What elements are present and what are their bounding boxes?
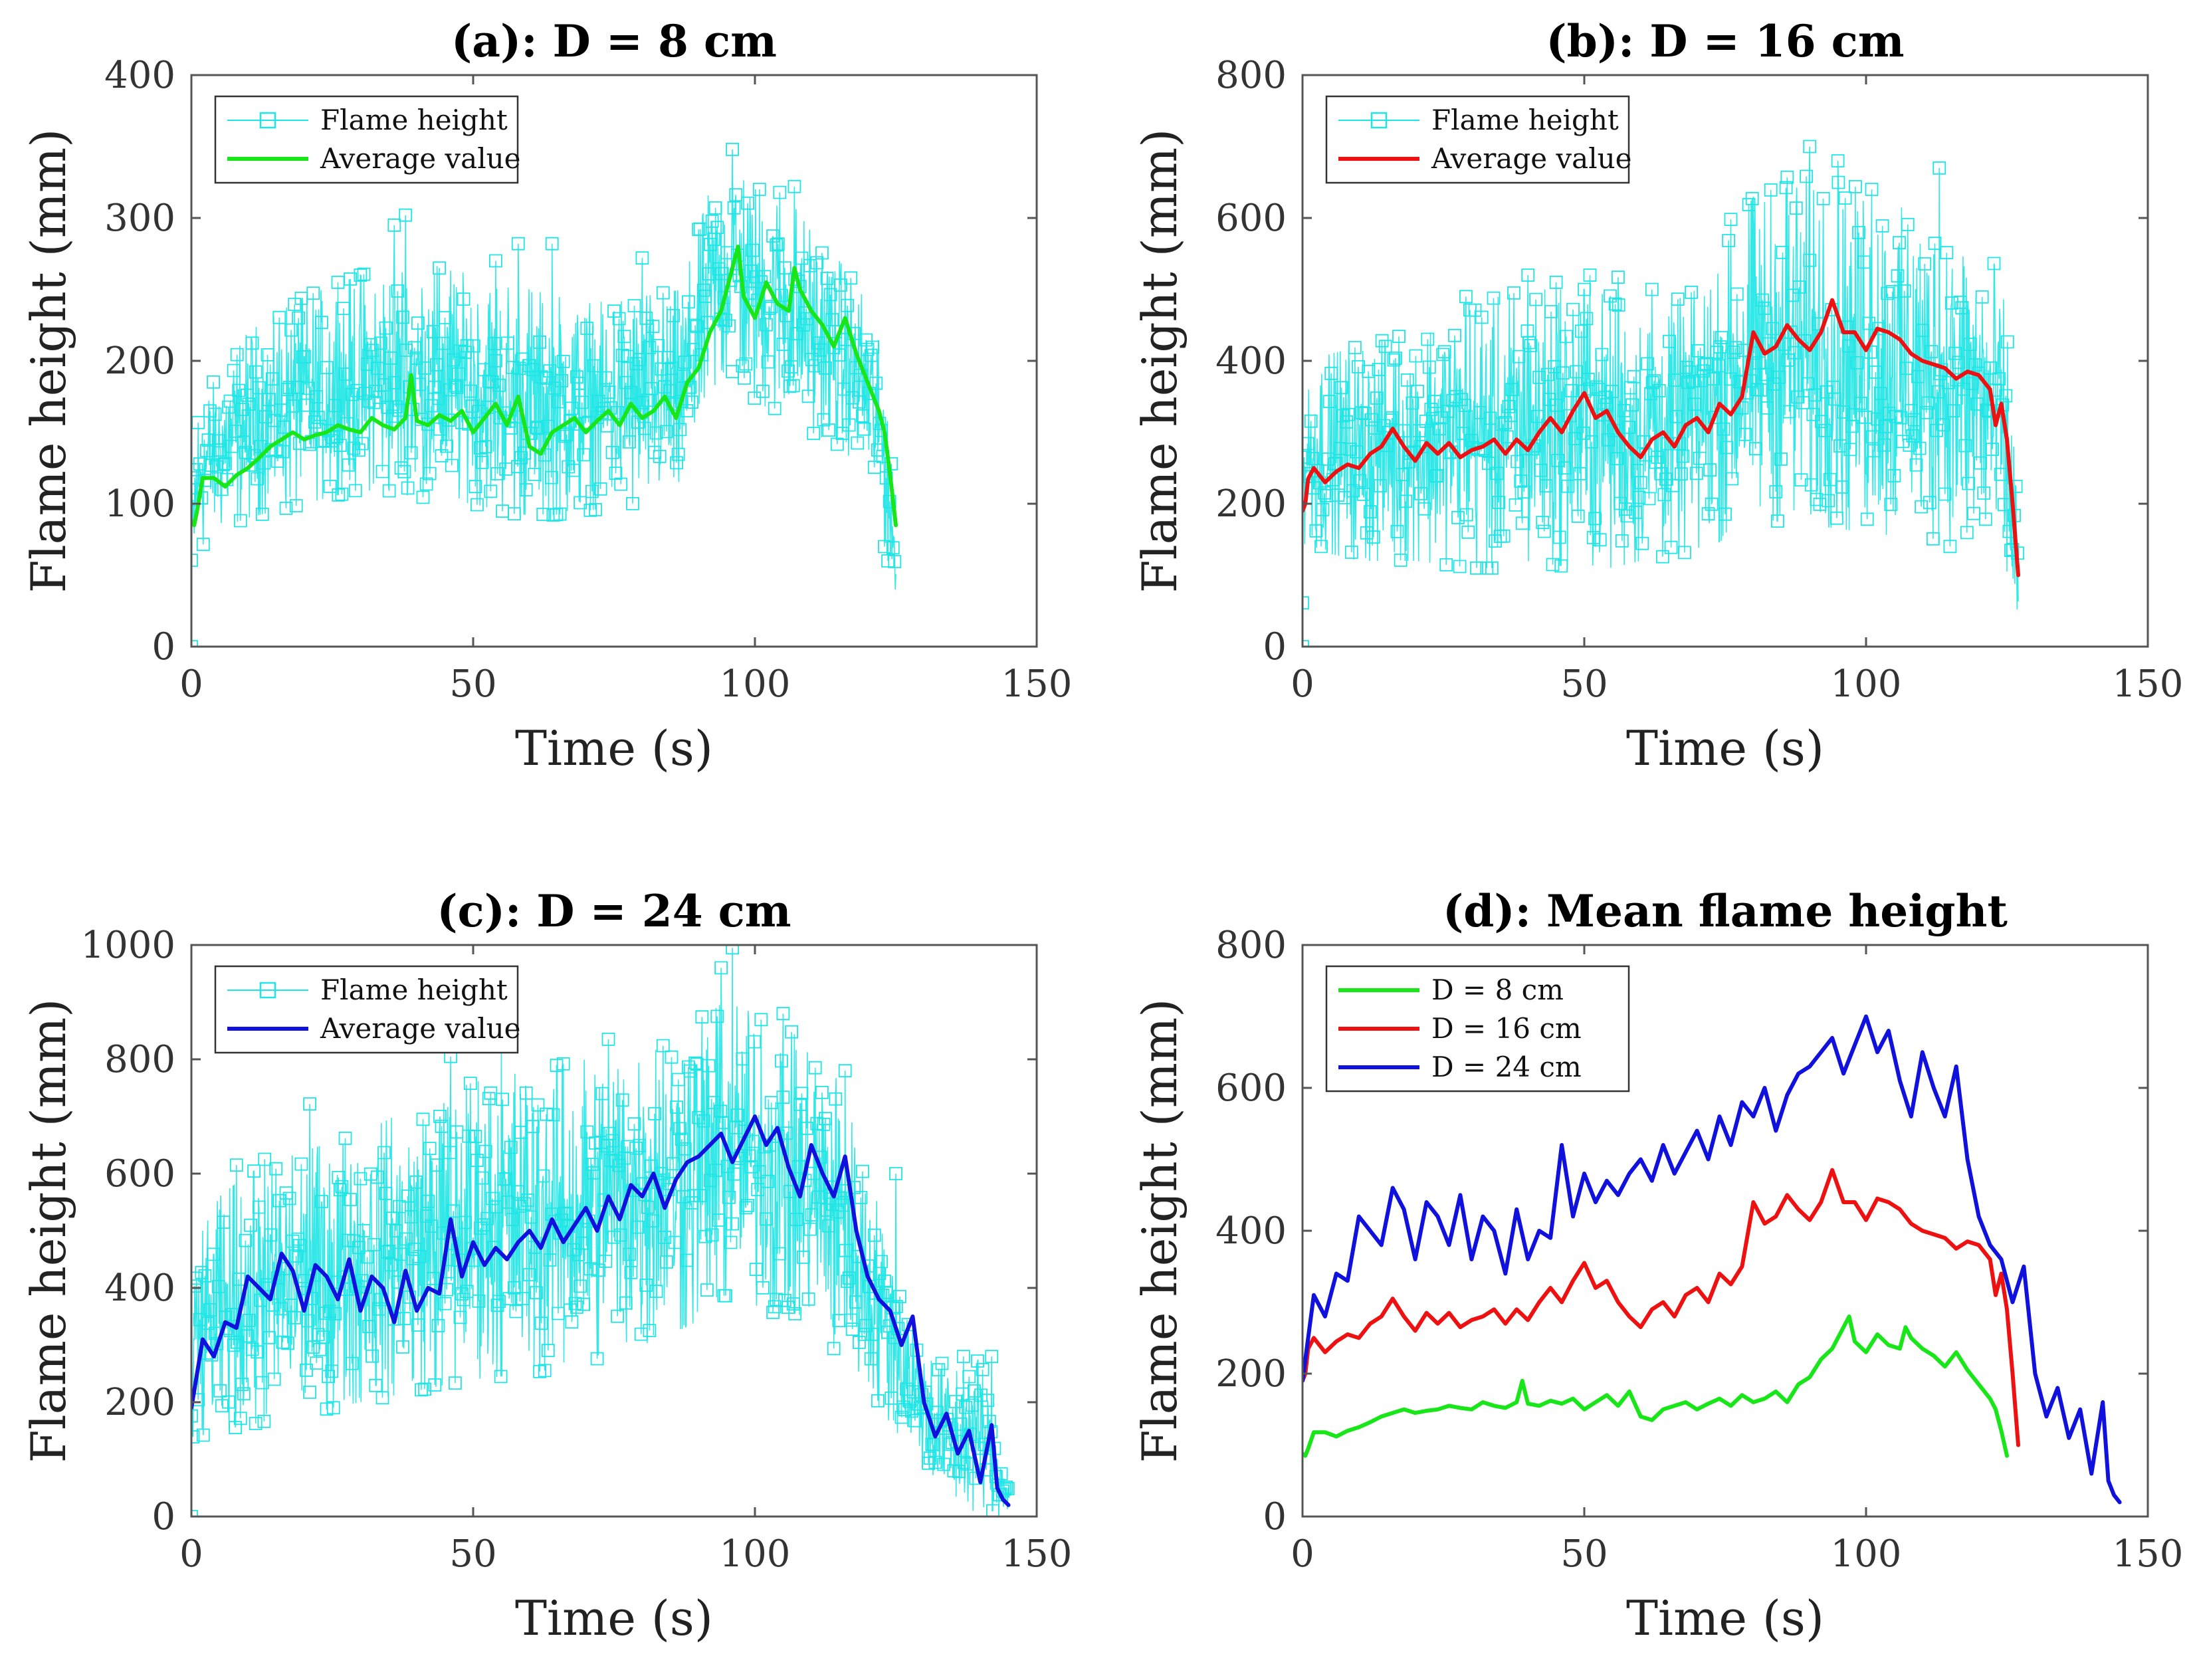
legend-entry-label: Average value bbox=[1431, 142, 1632, 175]
x-axis-label: Time (s) bbox=[1626, 1590, 1824, 1646]
y-tick-label: 200 bbox=[1215, 482, 1287, 526]
x-tick-label: 0 bbox=[179, 663, 203, 706]
legend-entry-label: Flame height bbox=[320, 104, 508, 136]
x-tick-label: 0 bbox=[179, 1532, 203, 1576]
x-tick-label: 0 bbox=[1291, 663, 1314, 706]
series-line-d24 bbox=[1303, 1014, 2122, 1505]
x-axis-label: Time (s) bbox=[515, 720, 713, 776]
y-tick-label: 400 bbox=[104, 54, 175, 97]
x-tick-label: 100 bbox=[1831, 663, 1902, 706]
legend-entry-label: Average value bbox=[320, 1012, 521, 1045]
chart-title: (a): D = 8 cm bbox=[451, 15, 777, 67]
series-line-d8 bbox=[191, 245, 898, 528]
y-tick-label: 400 bbox=[104, 1267, 175, 1310]
series-line-d24 bbox=[191, 1114, 1011, 1507]
x-tick-label: 50 bbox=[449, 1532, 496, 1576]
y-tick-label: 0 bbox=[1263, 1495, 1287, 1538]
y-tick-label: 400 bbox=[1215, 340, 1287, 383]
y-tick-label: 200 bbox=[1215, 1352, 1287, 1396]
x-tick-label: 100 bbox=[1831, 1532, 1902, 1576]
panel-c: 0 50 100 150 0 200 400 600 800 1000 (c): D = 24 cm… bbox=[21, 885, 1072, 1646]
panel-b: 0 50 100 150 0 200 400 600 800 (b): D = 16 cm Time… bbox=[1132, 15, 2183, 776]
y-tick-label: 0 bbox=[152, 625, 175, 669]
flame-height-markers bbox=[191, 142, 902, 647]
y-tick-label: 200 bbox=[104, 1381, 175, 1424]
y-tick-label: 800 bbox=[104, 1038, 175, 1081]
y-tick-label: 800 bbox=[1215, 54, 1287, 97]
plot-content bbox=[1303, 1014, 2122, 1505]
y-tick-label: 200 bbox=[104, 340, 175, 383]
y-axis-label: Flame height (mm) bbox=[1132, 129, 1188, 593]
legend-box bbox=[214, 965, 519, 1054]
y-axis-label: Flame height (mm) bbox=[21, 999, 76, 1463]
plot-content bbox=[191, 945, 1015, 1517]
x-tick-label: 150 bbox=[1001, 663, 1073, 706]
legend: Flame height Average value bbox=[214, 95, 521, 184]
y-tick-label: 400 bbox=[1215, 1209, 1287, 1253]
series-line-d8 bbox=[1303, 1314, 2009, 1458]
legend-box bbox=[214, 95, 519, 184]
x-tick-label: 50 bbox=[1560, 1532, 1608, 1576]
legend-entry-label: D = 24 cm bbox=[1431, 1051, 1582, 1083]
y-tick-label: 1000 bbox=[80, 924, 175, 967]
panel-d: 0 50 100 150 0 200 400 600 800 (d): Mean flame he… bbox=[1132, 885, 2183, 1646]
x-tick-label: 50 bbox=[449, 663, 496, 706]
chart-title: (c): D = 24 cm bbox=[437, 885, 791, 937]
x-tick-label: 150 bbox=[2113, 663, 2184, 706]
y-tick-label: 0 bbox=[152, 1495, 175, 1538]
series-line-d16 bbox=[1303, 1168, 2020, 1447]
legend-box bbox=[1325, 95, 1630, 184]
flame-height-trace bbox=[1303, 146, 2019, 610]
chart-title: (b): D = 16 cm bbox=[1546, 15, 1904, 67]
y-tick-label: 0 bbox=[1263, 625, 1287, 669]
x-tick-label: 150 bbox=[2113, 1532, 2184, 1576]
x-tick-label: 100 bbox=[720, 663, 791, 706]
legend-entry-label: D = 8 cm bbox=[1431, 974, 1564, 1006]
y-tick-label: 300 bbox=[104, 197, 175, 240]
x-axis-label: Time (s) bbox=[1626, 720, 1824, 776]
legend: D = 8 cm D = 16 cm D = 24 cm bbox=[1325, 965, 1630, 1093]
x-tick-label: 100 bbox=[720, 1532, 791, 1576]
flame-height-trace bbox=[191, 149, 896, 590]
plot-content bbox=[191, 142, 902, 647]
y-axis-label: Flame height (mm) bbox=[21, 129, 76, 593]
legend-entry-label: Flame height bbox=[1431, 104, 1619, 136]
legend: Flame height Average value bbox=[214, 965, 521, 1054]
axes-frame bbox=[190, 944, 1038, 1518]
legend-entry-label: Average value bbox=[320, 142, 521, 175]
legend-square-marker bbox=[259, 982, 276, 999]
legend: Flame height Average value bbox=[1325, 95, 1632, 184]
series-line-d16 bbox=[1303, 298, 2020, 578]
y-tick-label: 600 bbox=[104, 1152, 175, 1196]
x-tick-label: 50 bbox=[1560, 663, 1608, 706]
y-tick-label: 800 bbox=[1215, 924, 1287, 967]
y-tick-label: 100 bbox=[104, 482, 175, 526]
y-axis-label: Flame height (mm) bbox=[1132, 999, 1188, 1463]
x-tick-label: 150 bbox=[1001, 1532, 1073, 1576]
plot-content bbox=[1303, 140, 2024, 647]
panel-a: 0 50 100 150 0 100 200 300 400 (a): D = 8 cm Time … bbox=[21, 15, 1072, 776]
y-tick-label: 600 bbox=[1215, 1067, 1287, 1110]
x-axis-label: Time (s) bbox=[515, 1590, 713, 1646]
legend-square-marker bbox=[1370, 112, 1388, 129]
chart-title: (d): Mean flame height bbox=[1443, 885, 2008, 937]
legend-entry-label: D = 16 cm bbox=[1431, 1012, 1582, 1045]
x-tick-label: 0 bbox=[1291, 1532, 1314, 1576]
legend-square-marker bbox=[259, 112, 276, 129]
legend-entry-label: Flame height bbox=[320, 974, 508, 1006]
y-tick-label: 600 bbox=[1215, 197, 1287, 240]
